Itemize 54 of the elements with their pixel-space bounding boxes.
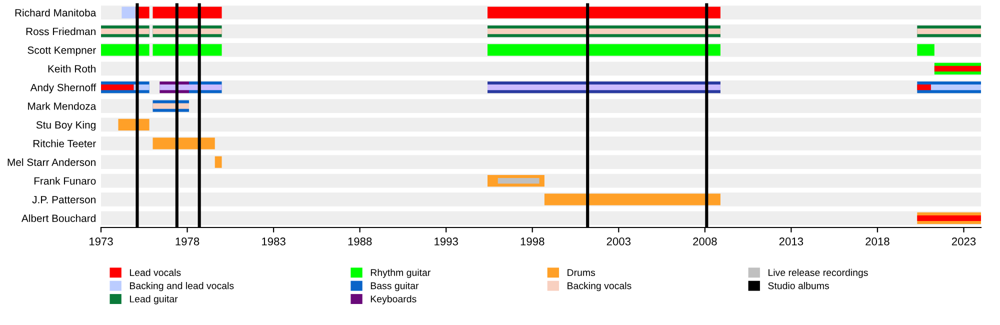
legend-label: Lead guitar	[130, 295, 178, 304]
bar	[152, 6, 222, 18]
y-tick-label: Andy Shernoff	[30, 84, 96, 94]
legend-label: Studio albums	[768, 282, 829, 290]
x-tick-label: 1993	[434, 238, 458, 246]
legend-label: Live release recordings	[768, 268, 868, 278]
legend-label: Backing and lead vocals	[130, 282, 234, 292]
y-tick-label: Frank Funaro	[34, 177, 96, 185]
y-tick-label: Mark Mendoza	[28, 102, 96, 110]
x-tick-label: 2008	[693, 238, 717, 246]
legend-label: Keyboards	[370, 295, 416, 304]
bar	[122, 6, 136, 18]
y-tick-label: Ross Friedman	[26, 28, 96, 36]
legend-label: Rhythm guitar	[370, 268, 431, 278]
bar	[934, 66, 981, 72]
y-tick-label: Ritchie Teeter	[34, 140, 96, 148]
y-tick-label: Mel Starr Anderson	[8, 158, 96, 166]
bar	[101, 84, 134, 90]
y-tick-label: Richard Manitoba	[15, 8, 96, 16]
y-tick-label: J.P. Patterson	[32, 196, 96, 204]
x-tick-label: 1978	[176, 238, 200, 246]
y-tick-label: Scott Kempner	[28, 46, 96, 56]
bar	[917, 84, 931, 90]
legend-label: Backing vocals	[568, 282, 632, 292]
bar	[917, 215, 981, 221]
bar	[152, 44, 222, 56]
x-tick-label: 2013	[779, 238, 804, 246]
y-tick-label: Albert Bouchard	[21, 214, 96, 222]
bar	[488, 28, 720, 34]
bar	[488, 44, 720, 56]
bar	[152, 103, 189, 109]
x-tick-label: 1988	[348, 238, 372, 246]
x-tick-label: 2023	[952, 238, 976, 246]
x-tick-label: 2018	[866, 238, 890, 246]
legend-label: Drums	[568, 269, 596, 276]
x-tick-label: 1998	[520, 238, 544, 246]
bar	[214, 156, 222, 168]
bar	[917, 44, 934, 56]
bar	[917, 28, 981, 34]
bar	[498, 178, 540, 184]
bar	[488, 6, 720, 18]
legend-label: Bass guitar	[370, 282, 419, 292]
legend-label: Lead vocals	[130, 268, 181, 276]
bar	[101, 44, 150, 56]
bar	[152, 28, 222, 34]
x-tick-label: 1973	[89, 238, 113, 246]
bar	[101, 28, 150, 34]
bar	[930, 84, 981, 90]
x-tick-label: 2003	[606, 238, 631, 246]
bar	[544, 194, 720, 206]
x-tick-label: 1983	[262, 238, 286, 246]
y-tick-label: Stu Boy King	[36, 120, 96, 131]
y-tick-label: Keith Roth	[48, 64, 96, 73]
bar	[488, 84, 720, 90]
